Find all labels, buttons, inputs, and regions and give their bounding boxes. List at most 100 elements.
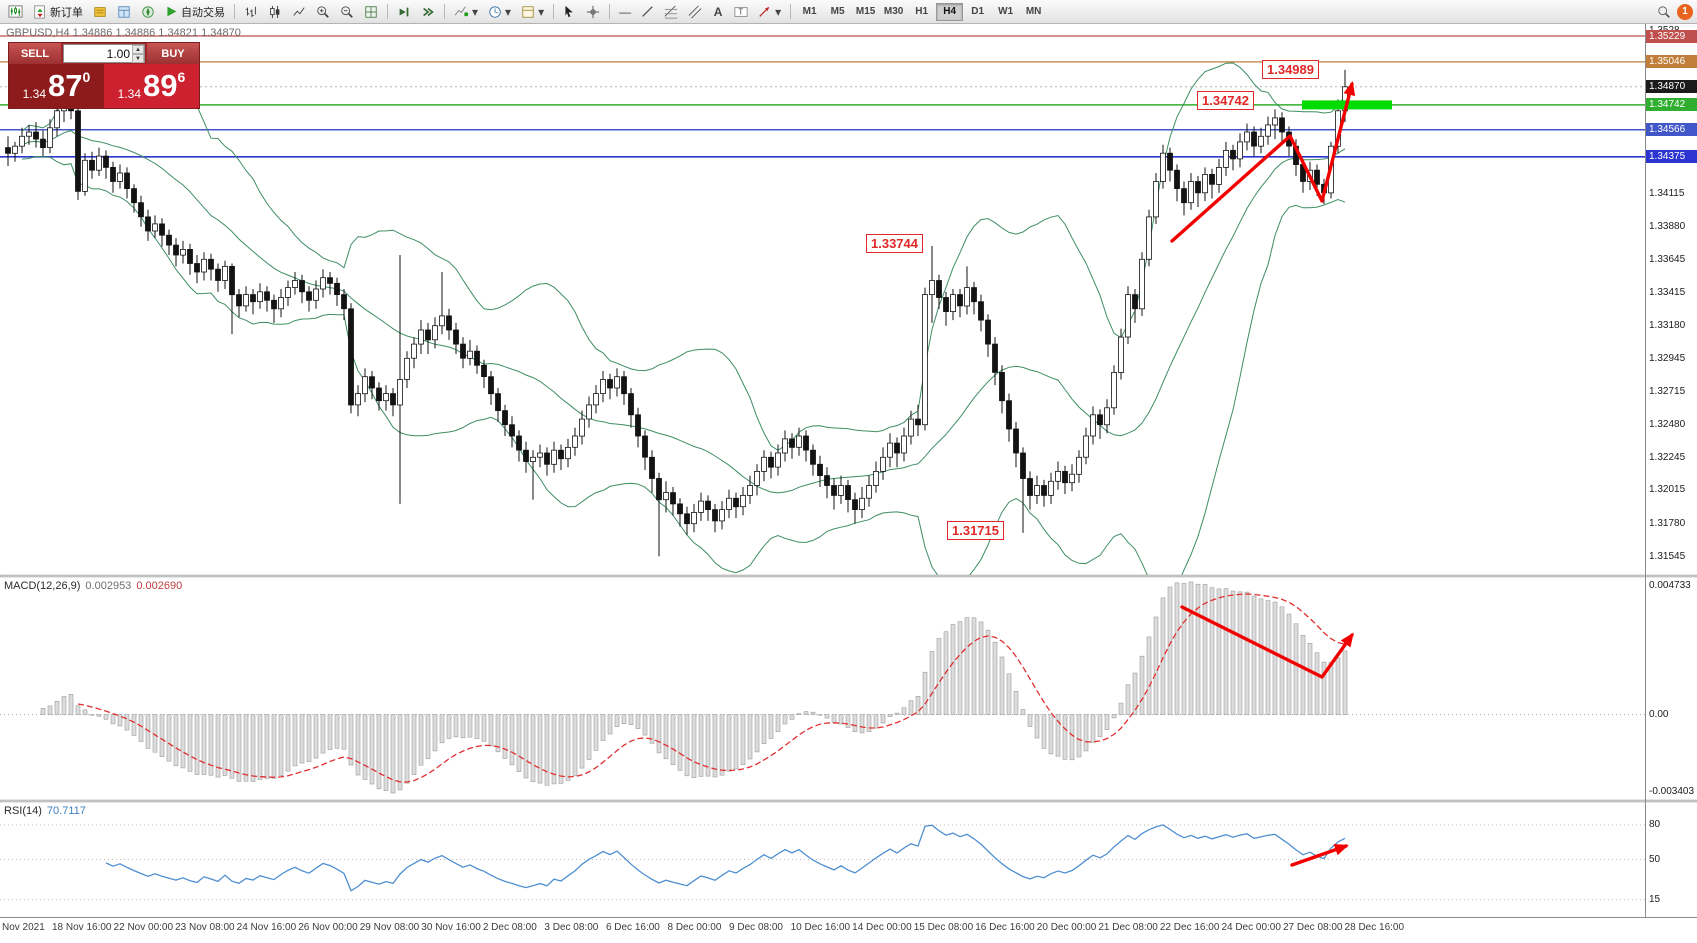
candle (754, 470, 760, 486)
price-trend-arrow[interactable] (1170, 81, 1356, 243)
candle (880, 456, 886, 472)
pane-separator[interactable] (0, 799, 1697, 803)
macd-histogram-bar (1272, 601, 1278, 715)
chart-window-icon[interactable] (4, 2, 27, 22)
channel-tool[interactable] (684, 2, 706, 22)
timeframe-button-H4[interactable]: H4 (936, 2, 964, 21)
price-annotation-1.34989[interactable]: 1.34989 (1262, 60, 1319, 79)
macd-trend-arrow[interactable] (1180, 605, 1354, 679)
new-order-button[interactable]: 新订单 (29, 2, 87, 22)
bollinger-upper-band (21, 62, 1346, 451)
candle (509, 424, 515, 437)
price-annotation-1.34742[interactable]: 1.34742 (1197, 91, 1254, 110)
pane-separator[interactable] (0, 574, 1697, 578)
macd-histogram-bar (565, 714, 571, 781)
sell-price-display[interactable]: 1.34 87 0 (9, 64, 104, 108)
auto-scroll-icon[interactable] (393, 2, 415, 22)
macd-histogram-bar (558, 714, 564, 784)
bar-chart-mode-icon[interactable] (240, 2, 262, 22)
timeframe-button-M5[interactable]: M5 (824, 3, 851, 21)
line-chart-mode-icon[interactable] (288, 2, 310, 22)
rsi-indicator-label: RSI(14) 70.7117 (4, 805, 91, 817)
label-glyph: T (734, 6, 748, 17)
timeframe-button-M15[interactable]: M15 (852, 3, 879, 21)
macd-histogram-bar (712, 714, 718, 778)
macd-histogram-bar (733, 714, 739, 770)
candle (1258, 135, 1264, 147)
buy-price-display[interactable]: 1.34 89 6 (104, 64, 199, 108)
macd-histogram-bar (971, 617, 977, 715)
price-line-label-1.34870: 1.34870 (1646, 80, 1697, 94)
candle (1097, 414, 1103, 426)
text-label-tool[interactable]: T (730, 2, 752, 22)
rsi-trend-arrow[interactable] (1290, 843, 1349, 867)
timeframe-button-M30[interactable]: M30 (880, 3, 907, 21)
macd-histogram-bar (1307, 642, 1313, 715)
price-line-label-1.34742: 1.34742 (1646, 98, 1697, 112)
candle (75, 110, 81, 192)
zoom-out-icon[interactable] (336, 2, 358, 22)
macd-histogram-bar (138, 714, 144, 742)
timeframe-button-H1[interactable]: H1 (908, 3, 935, 21)
macd-histogram-bar (950, 624, 956, 715)
trend-arrows[interactable] (1170, 81, 1356, 867)
macd-histogram-bar (229, 714, 235, 779)
candle (803, 435, 809, 451)
market-watch-icon[interactable] (89, 2, 111, 22)
candle (502, 410, 508, 426)
arrows-tool[interactable]: ▾ (754, 2, 785, 22)
price-annotation-1.33744[interactable]: 1.33744 (866, 234, 923, 253)
indicators-button[interactable]: ▾ (450, 2, 482, 22)
candle (5, 147, 11, 154)
volume-decrease-button[interactable]: ▼ (132, 53, 144, 63)
macd-histogram-bar (278, 714, 284, 776)
chart-shift-icon[interactable] (417, 2, 439, 22)
timeframe-button-D1[interactable]: D1 (964, 3, 991, 21)
horizontal-level-lines[interactable] (0, 35, 1645, 158)
notification-badge[interactable]: 1 (1677, 3, 1693, 20)
fibonacci-tool[interactable] (660, 2, 682, 22)
search-icon[interactable] (1653, 2, 1675, 22)
dropdown-caret: ▾ (775, 4, 782, 19)
sell-button[interactable]: SELL (9, 43, 61, 64)
candle (572, 435, 578, 448)
horizontal-line-tool[interactable]: — (615, 2, 635, 22)
candle (768, 456, 774, 468)
buy-button[interactable]: BUY (147, 43, 199, 64)
candle (474, 350, 480, 366)
macd-histogram-bar (642, 714, 648, 736)
line-chart-glyph (293, 6, 305, 16)
macd-histogram-bar (1314, 652, 1320, 715)
rsi-scale-label: 50 (1649, 853, 1661, 865)
candlestick-mode-icon[interactable] (264, 2, 286, 22)
zoom-in-icon[interactable] (312, 2, 334, 22)
timeframe-button-W1[interactable]: W1 (992, 3, 1019, 21)
navigator-icon[interactable] (137, 2, 159, 22)
price-annotation-1.31715[interactable]: 1.31715 (947, 521, 1004, 540)
timeframe-button-MN[interactable]: MN (1020, 3, 1047, 21)
cursor-icon[interactable] (559, 2, 580, 22)
text-tool[interactable]: A (708, 2, 728, 22)
volume-value[interactable]: 1.00 (106, 46, 130, 61)
macd-histogram-bar (1174, 582, 1180, 715)
macd-histogram-bar (1265, 600, 1271, 715)
candle (495, 393, 501, 412)
price-line-label-1.35046: 1.35046 (1646, 55, 1697, 69)
candle (1223, 149, 1229, 168)
candle (1195, 181, 1201, 194)
candle (1083, 435, 1089, 458)
crosshair-glyph (586, 5, 600, 18)
candle (691, 512, 697, 525)
trendline-tool[interactable] (637, 2, 658, 22)
candle (54, 110, 60, 129)
data-window-icon[interactable] (113, 2, 135, 22)
tile-windows-icon[interactable] (360, 2, 382, 22)
macd-histogram-bar (1230, 590, 1236, 715)
timeframe-button-M1[interactable]: M1 (796, 3, 823, 21)
volume-increase-button[interactable]: ▲ (132, 44, 144, 54)
templates-button[interactable]: ▾ (517, 2, 548, 22)
crosshair-icon[interactable] (582, 2, 604, 22)
autotrading-button[interactable]: 自动交易 (161, 2, 229, 22)
volume-field[interactable]: 1.00 ▲ ▼ (63, 44, 145, 63)
periods-button[interactable]: ▾ (484, 2, 515, 22)
